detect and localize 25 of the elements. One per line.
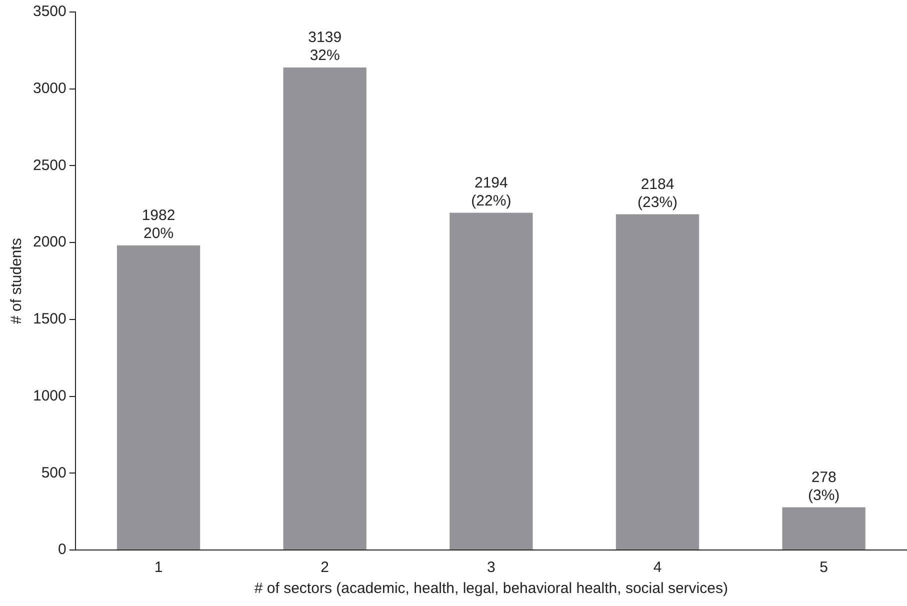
y-tick-label: 500 (41, 464, 66, 482)
x-tick-label: 2 (320, 559, 330, 576)
y-tick-label: 2000 (32, 234, 66, 251)
bar (283, 67, 366, 550)
y-tick-label: 2500 (32, 156, 66, 174)
data-label: 3139 32% (308, 29, 342, 64)
y-tick-label: 1500 (32, 310, 66, 328)
data-label: 2194 (22%) (471, 174, 512, 210)
x-tick-label: 3 (487, 559, 496, 576)
bar (616, 214, 700, 550)
x-axis-title: # of sectors (academic, health, legal, behavioral health, social services) (254, 580, 728, 598)
y-tick-label: 3000 (32, 80, 66, 97)
x-tick-label: 1 (154, 559, 163, 576)
y-tick-label: 3500 (32, 3, 66, 20)
y-tick-label: 1000 (32, 387, 66, 404)
y-axis-title: # of students (8, 238, 26, 324)
x-tick-label: 5 (820, 559, 828, 576)
bar (116, 245, 200, 550)
data-label: 1982 20% (142, 206, 176, 242)
bar (782, 507, 866, 550)
x-tick-label: 4 (653, 559, 662, 576)
data-label: 2184 (23%) (638, 176, 678, 211)
data-label: 278 (3%) (808, 468, 840, 504)
bar (450, 212, 533, 550)
y-tick-label: 0 (58, 541, 66, 558)
